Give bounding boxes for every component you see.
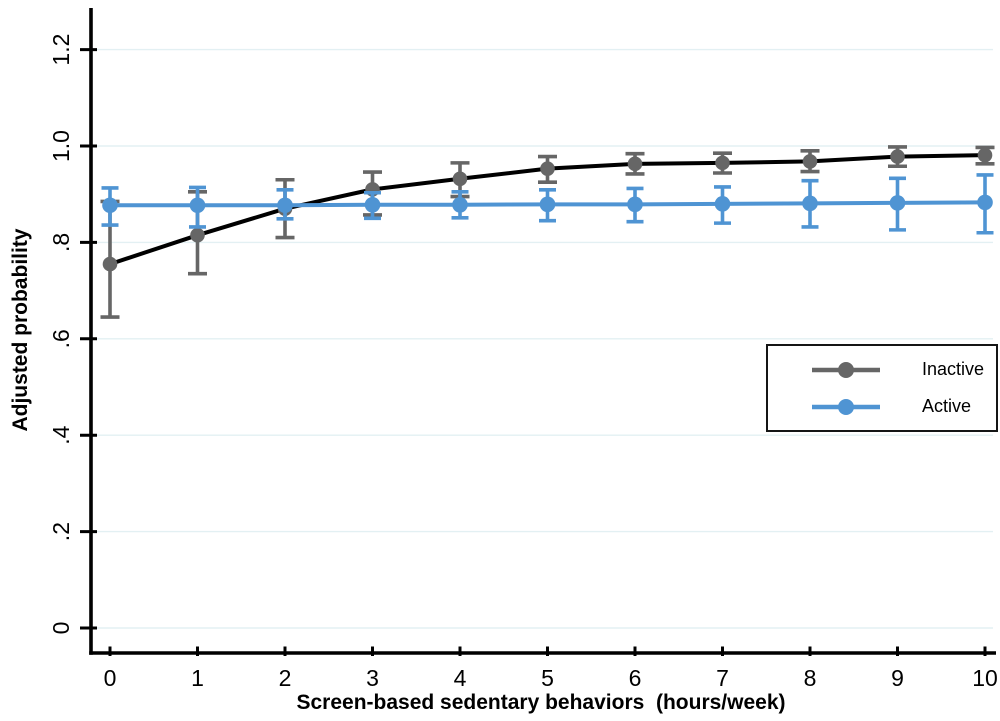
active-marker <box>452 197 468 213</box>
y-tick-label: .2 <box>48 522 74 541</box>
legend-item-inactive: Inactive <box>812 359 996 380</box>
active-marker <box>539 196 556 213</box>
x-axis-title: Screen-based sedentary behaviors (hours/… <box>296 691 786 714</box>
active-marker <box>277 197 293 214</box>
active-series-marker-icon <box>812 398 880 415</box>
active-marker <box>189 197 206 214</box>
x-tick-label: 1 <box>191 665 204 691</box>
y-tick-label: .8 <box>48 233 74 252</box>
legend-label-inactive: Inactive <box>922 359 985 379</box>
y-tick-label: 1.2 <box>48 34 74 66</box>
active-marker <box>889 195 906 211</box>
legend: Inactive Active <box>766 344 998 432</box>
inactive-marker <box>977 147 993 163</box>
active-marker <box>714 196 731 212</box>
inactive-series-marker-icon <box>812 361 880 378</box>
legend-label-active: Active <box>922 396 972 416</box>
y-tick-label: 1.0 <box>48 130 74 162</box>
active-marker <box>102 197 118 214</box>
y-tick-label: .4 <box>48 425 74 444</box>
inactive-marker <box>890 149 905 164</box>
legend-item-active: Active <box>812 396 996 417</box>
x-tick-label: 4 <box>454 665 467 691</box>
x-tick-label: 5 <box>541 665 554 691</box>
x-tick-label: 7 <box>716 665 729 691</box>
x-tick-label: 3 <box>366 665 379 691</box>
active-marker <box>977 194 993 211</box>
y-tick-label: .6 <box>48 329 74 348</box>
inactive-marker <box>802 154 818 169</box>
inactive-marker <box>452 171 468 187</box>
inactive-marker <box>102 256 118 272</box>
inactive-marker <box>190 227 205 243</box>
x-tick-label: 6 <box>629 665 642 691</box>
y-axis-title: Adjusted probability <box>9 228 32 432</box>
x-tick-label: 10 <box>972 665 998 691</box>
x-tick-label: 0 <box>104 665 117 691</box>
inactive-marker <box>627 156 643 172</box>
active-marker <box>627 196 643 213</box>
y-tick-label: 0 <box>48 622 74 635</box>
inactive-marker <box>715 155 730 171</box>
x-tick-label: 8 <box>804 665 817 691</box>
inactive-marker <box>540 161 555 176</box>
x-tick-label: 9 <box>891 665 904 691</box>
active-marker <box>802 195 818 212</box>
active-marker <box>364 197 381 213</box>
x-tick-label: 2 <box>279 665 292 691</box>
